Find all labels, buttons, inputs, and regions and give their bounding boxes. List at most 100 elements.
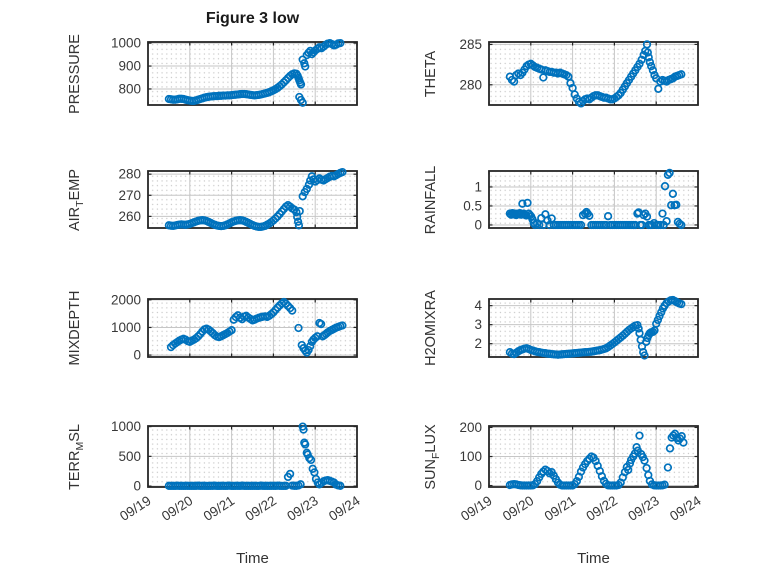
air_temp-data-points [164, 167, 347, 232]
x-tick-label: 09/23 [625, 493, 662, 524]
theta-data-points [505, 40, 686, 108]
data-point-marker [338, 321, 347, 330]
data-point-marker [644, 53, 653, 62]
y-tick-labels: 280 285 [459, 37, 482, 92]
data-point-marker [572, 477, 581, 486]
data-point-marker [660, 480, 669, 489]
subplot-theta: 280 285 [459, 37, 699, 108]
y-tick-labels: 2 3 4 [474, 298, 482, 351]
data-point-marker [603, 212, 613, 221]
y-tick-label: 0 [133, 479, 141, 494]
data-point-marker [677, 299, 686, 309]
data-point-marker [640, 456, 649, 465]
data-point-marker [647, 62, 656, 71]
data-point-marker [306, 455, 316, 465]
ylabel-terr_msl: TERRMSL [67, 423, 86, 490]
x-tick-label: 09/22 [243, 493, 280, 524]
data-point-marker [194, 332, 203, 341]
data-point-marker [656, 220, 665, 230]
subplot-terr_msl: 0 500 1000 09/19 09/20 09/21 09/22 09/23 09/24 [111, 419, 363, 524]
data-point-marker [336, 38, 345, 48]
data-point-marker [277, 80, 286, 89]
data-point-marker [648, 66, 658, 75]
data-point-marker [645, 58, 655, 67]
data-point-marker [585, 211, 594, 220]
data-point-marker [648, 327, 658, 337]
y-tick-label: 270 [118, 188, 141, 203]
tick-marks [488, 42, 699, 105]
data-point-marker [523, 198, 532, 208]
subplot-mixdepth: 0 1000 2000 [111, 292, 358, 363]
data-point-marker [566, 79, 575, 88]
y-tick-label: 200 [459, 420, 482, 435]
data-point-marker [298, 98, 307, 107]
y-tick-label: 900 [118, 59, 141, 74]
y-tick-label: 100 [459, 449, 482, 464]
data-point-marker [654, 84, 663, 93]
data-point-marker [665, 444, 675, 453]
data-point-marker [296, 80, 306, 89]
subplot-rainfall: 00.51 [463, 168, 699, 232]
data-point-marker [296, 480, 305, 489]
y-tick-label: 800 [118, 81, 141, 96]
data-point-marker [299, 425, 308, 434]
xlabel-time-left: Time [236, 550, 269, 567]
data-point-marker [663, 170, 673, 179]
x-tick-label: 09/22 [584, 493, 621, 524]
data-point-marker [570, 90, 579, 99]
y-tick-label: 2 [474, 336, 482, 351]
mixdepth-data-points [166, 297, 347, 357]
data-point-marker [302, 184, 311, 194]
sun_flux-data-points [505, 429, 688, 490]
tick-marks [488, 426, 699, 487]
data-point-marker [668, 189, 678, 198]
data-point-marker [677, 220, 686, 230]
y-tick-label: 1000 [111, 419, 141, 434]
data-point-marker [642, 212, 652, 221]
y-tick-label: 1 [474, 179, 482, 194]
data-point-marker [301, 62, 310, 71]
data-point-marker [665, 168, 674, 178]
data-point-marker [660, 182, 670, 191]
tick-marks [488, 299, 699, 357]
data-point-marker [304, 345, 313, 355]
data-point-marker [667, 201, 676, 210]
minor-grid [149, 300, 356, 356]
data-point-marker [658, 209, 667, 218]
data-point-marker [653, 315, 663, 325]
y-tick-label: 0 [474, 478, 482, 493]
y-tick-labels: 0 500 1000 [111, 419, 141, 494]
subplot-sun_flux: 0 100 200 09/19 09/20 09/21 09/22 09/23 09/24 [458, 420, 704, 524]
data-point-marker [305, 453, 314, 463]
y-tick-labels: 00.51 [463, 179, 482, 232]
data-point-marker [288, 306, 297, 315]
y-tick-labels: 800 900 1000 [111, 36, 141, 97]
rainfall-data-points [505, 168, 686, 230]
x-tick-label: 09/21 [542, 493, 579, 524]
terr_msl-data-points [164, 422, 345, 491]
y-tick-label: 260 [118, 209, 141, 224]
data-point-marker [642, 337, 651, 346]
figure-title: Figure 3 low [205, 10, 300, 27]
y-tick-labels: 260 270 280 [118, 167, 141, 224]
x-tick-labels: 09/19 09/20 09/21 09/22 09/23 09/24 [117, 493, 363, 524]
y-tick-label: 280 [459, 77, 482, 92]
x-tick-label: 09/21 [201, 493, 238, 524]
y-tick-label: 280 [118, 167, 141, 182]
data-point-marker [267, 310, 276, 319]
data-point-marker [338, 167, 347, 177]
axis-frame [488, 298, 699, 358]
y-tick-label: 285 [459, 37, 482, 52]
xlabel-time-right: Time [577, 550, 610, 567]
x-tick-label: 09/19 [117, 493, 154, 524]
x-tick-label: 09/23 [284, 493, 321, 524]
subplot-h2omixra: 2 3 4 [474, 295, 699, 360]
tick-marks [147, 42, 358, 105]
data-point-marker [539, 73, 548, 82]
x-tick-label: 09/24 [326, 493, 363, 524]
data-point-marker [306, 342, 315, 351]
tick-marks [147, 299, 358, 357]
data-point-marker [294, 323, 303, 333]
